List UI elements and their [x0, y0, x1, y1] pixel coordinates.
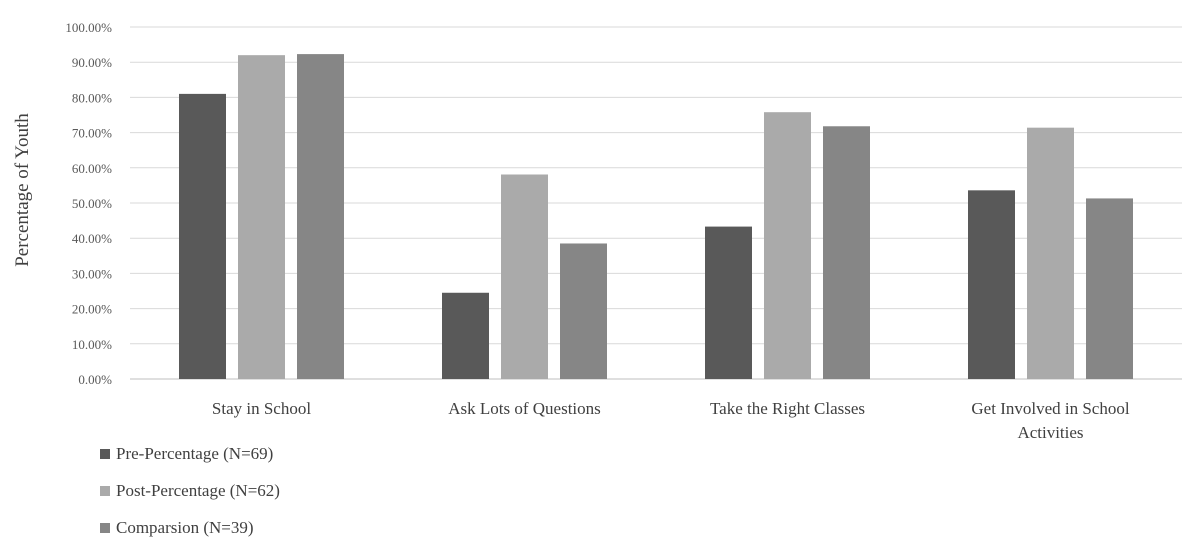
bar-1-3	[1027, 127, 1074, 379]
bar-2-3	[1086, 198, 1133, 379]
bar-2-2	[823, 126, 870, 379]
legend-item-comparison: Comparsion (N=39)	[100, 514, 280, 542]
bar-0-1	[442, 292, 489, 379]
legend-swatch-post	[100, 486, 110, 496]
legend: Pre-Percentage (N=69) Post-Percentage (N…	[100, 440, 280, 551]
y-tick-label: 80.00%	[72, 90, 112, 105]
legend-label-comparison: Comparsion (N=39)	[116, 518, 254, 537]
bar-2-0	[297, 54, 344, 379]
x-tick-label: Take the Right Classes	[710, 399, 865, 418]
legend-swatch-pre	[100, 449, 110, 459]
y-tick-label: 40.00%	[72, 231, 112, 246]
bar-0-0	[179, 93, 226, 379]
y-axis-ticks: 0.00% 10.00% 20.00% 30.00% 40.00% 50.00% 60.00…	[65, 20, 112, 387]
x-axis-ticks: Stay in School Ask Lots of Questions Take …	[212, 399, 1130, 442]
x-tick-label: Stay in School	[212, 399, 311, 418]
legend-swatch-comparison	[100, 523, 110, 533]
bar-1-1	[501, 174, 548, 379]
bar-1-0	[238, 55, 285, 379]
x-tick-label: Get Involved in School Activities	[971, 399, 1129, 442]
y-tick-label: 30.00%	[72, 266, 112, 281]
y-tick-label: 50.00%	[72, 196, 112, 211]
y-tick-label: 10.00%	[72, 337, 112, 352]
legend-item-pre: Pre-Percentage (N=69)	[100, 440, 280, 468]
legend-label-post: Post-Percentage (N=62)	[116, 481, 280, 500]
bar-0-2	[705, 226, 752, 379]
bars	[179, 54, 1133, 380]
y-tick-label: 20.00%	[72, 302, 112, 317]
y-tick-label: 100.00%	[65, 20, 112, 35]
y-tick-label: 70.00%	[72, 126, 112, 141]
y-tick-label: 90.00%	[72, 55, 112, 70]
legend-label-pre: Pre-Percentage (N=69)	[116, 444, 274, 463]
bar-2-1	[560, 243, 607, 379]
x-tick-label: Ask Lots of Questions	[448, 399, 601, 418]
y-tick-label: 60.00%	[72, 161, 112, 176]
y-tick-label: 0.00%	[78, 372, 112, 387]
y-axis-label: Percentage of Youth	[12, 113, 33, 267]
bar-1-2	[764, 112, 811, 380]
legend-item-post: Post-Percentage (N=62)	[100, 477, 280, 505]
bar-0-3	[968, 190, 1015, 379]
gridlines	[130, 26, 1182, 380]
